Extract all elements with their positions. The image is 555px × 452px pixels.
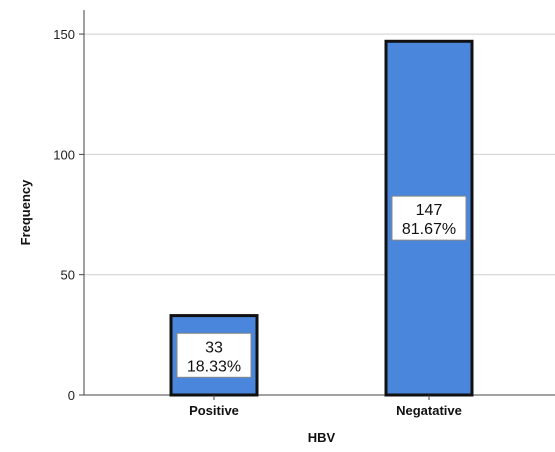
- data-label-percent-negatative: 81.67%: [402, 221, 456, 238]
- data-label-percent-positive: 18.33%: [187, 358, 241, 375]
- x-tick-label-positive: Positive: [189, 403, 239, 418]
- axes: [83, 10, 555, 396]
- x-axis-title: HBV: [308, 430, 336, 445]
- y-tick-label-50: 50: [61, 268, 75, 283]
- x-tick-label-negatative: Negatative: [396, 403, 462, 418]
- y-tick-label-150: 150: [53, 27, 75, 42]
- grid-lines: [84, 33, 555, 276]
- x-tick-labels: Positive Negatative: [189, 395, 462, 418]
- y-tick-labels: 0 50 100 150: [53, 27, 84, 403]
- data-label-count-negatative: 147: [416, 202, 443, 219]
- data-labels: 33 18.33% 147 81.67%: [176, 195, 467, 378]
- y-tick-label-100: 100: [53, 147, 75, 162]
- data-label-box-negatative: [391, 195, 467, 241]
- y-tick-label-0: 0: [68, 388, 75, 403]
- data-label-count-positive: 33: [205, 339, 223, 356]
- y-axis-title: Frequency: [18, 179, 33, 246]
- data-label-box-positive: [176, 332, 252, 378]
